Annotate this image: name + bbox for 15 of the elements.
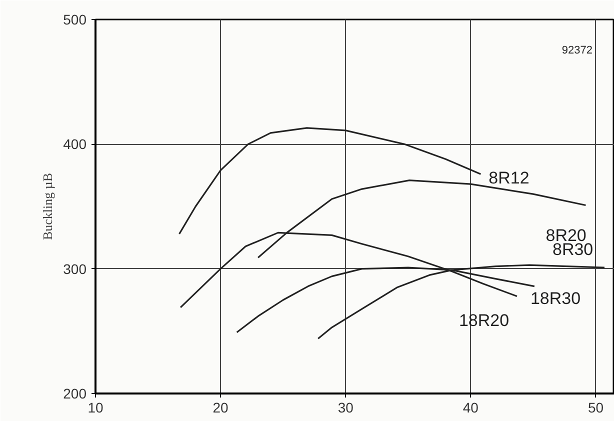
- y-axis-title: Buckling µB: [40, 172, 56, 240]
- x-tick-label: 10: [88, 400, 104, 416]
- y-tick-label: 400: [63, 136, 87, 152]
- series-label: 18R30: [530, 288, 581, 308]
- series-label: 8R30: [552, 240, 594, 260]
- line-series: [178, 127, 482, 235]
- series-label: 8R12: [488, 168, 530, 188]
- y-tick-label: 300: [63, 260, 87, 277]
- x-tick-label: 50: [588, 400, 604, 416]
- x-tick-label: 40: [462, 400, 479, 416]
- annotation: 92372: [562, 44, 593, 56]
- x-tick-label: 20: [212, 400, 229, 416]
- y-tick-label: 200: [63, 386, 87, 402]
- y-tick-label: 500: [63, 12, 87, 28]
- x-tick-label: 30: [338, 400, 354, 416]
